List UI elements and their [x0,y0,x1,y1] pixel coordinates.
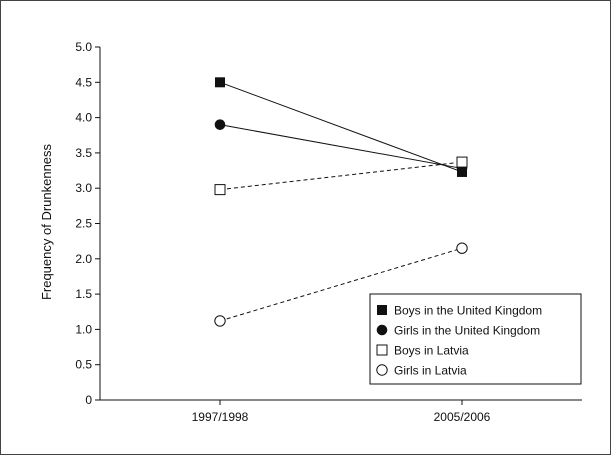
series-markers [214,77,468,327]
series-line-2 [219,124,463,169]
y-tick-label: 2.0 [75,252,92,266]
data-point-series-3 [456,156,468,168]
legend-entry-label: Girls in the United Kingdom [394,324,540,338]
legend-marker [376,364,388,376]
series-line-3 [219,161,463,191]
legend-marker [376,344,388,356]
y-tick-label: 2.5 [75,217,92,231]
legend-entry-label: Girls in Latvia [394,364,467,378]
y-tick-label: 4.5 [75,75,92,89]
data-point-series-4 [214,315,226,327]
y-tick-label: 3.0 [75,181,92,195]
legend-entry-label: Boys in the United Kingdom [394,304,542,318]
y-tick-label: 5.0 [75,40,92,54]
series-line-1 [219,81,463,173]
legend-marker [376,324,388,336]
x-axis-ticks: 1997/1998 2005/2006 [192,400,491,424]
x-tick-label: 1997/1998 [192,410,249,424]
y-axis-label: Frequency of Drunkenness [39,143,54,300]
y-tick-label: 1.5 [75,287,92,301]
y-tick-label: 4.0 [75,111,92,125]
legend-box [369,293,582,385]
x-tick-label: 2005/2006 [434,410,491,424]
y-tick-label: 0.5 [75,358,92,372]
y-tick-label: 3.5 [75,146,92,160]
legend: Boys in the United Kingdom Girls in the U… [369,293,582,385]
series-lines [219,81,463,322]
y-tick-label: 0 [85,393,92,407]
y-tick-label: 1.0 [75,322,92,336]
legend-entry-label: Boys in Latvia [394,344,469,358]
data-point-series-4 [456,242,468,254]
y-axis-ticks: 0 0.5 1.0 1.5 2.0 2.5 3.0 3.5 4.0 4.5 5.0 [75,40,100,407]
series-line-4 [219,247,463,322]
data-point-series-3 [214,184,226,196]
data-point-series-1 [215,77,225,88]
data-point-series-2 [214,119,226,130]
legend-marker [377,305,387,315]
